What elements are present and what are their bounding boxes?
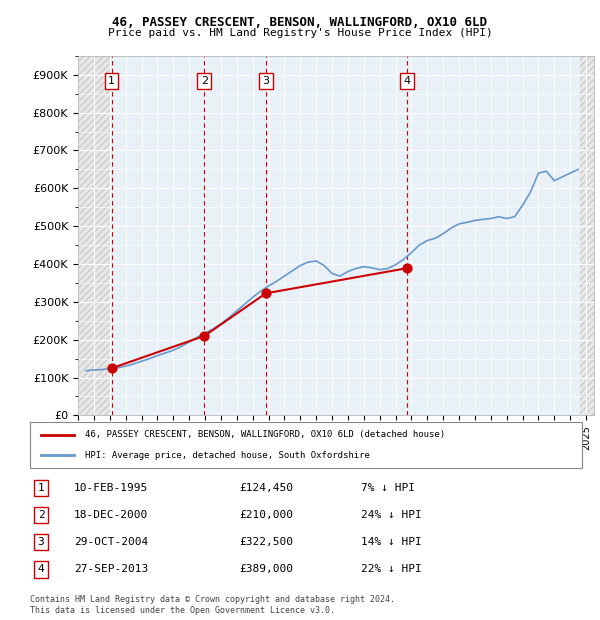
Text: 10-FEB-1995: 10-FEB-1995 — [74, 483, 148, 493]
Text: £322,500: £322,500 — [240, 537, 294, 547]
Bar — [580, 56, 594, 415]
Text: 29-OCT-2004: 29-OCT-2004 — [74, 537, 148, 547]
Text: 27-SEP-2013: 27-SEP-2013 — [74, 564, 148, 574]
Text: 14% ↓ HPI: 14% ↓ HPI — [361, 537, 422, 547]
Point — [200, 331, 209, 341]
Bar — [580, 56, 594, 415]
Text: £389,000: £389,000 — [240, 564, 294, 574]
Text: 22% ↓ HPI: 22% ↓ HPI — [361, 564, 422, 574]
Text: HPI: Average price, detached house, South Oxfordshire: HPI: Average price, detached house, Sout… — [85, 451, 370, 459]
Text: 46, PASSEY CRESCENT, BENSON, WALLINGFORD, OX10 6LD (detached house): 46, PASSEY CRESCENT, BENSON, WALLINGFORD… — [85, 430, 445, 439]
Text: 7% ↓ HPI: 7% ↓ HPI — [361, 483, 415, 493]
Text: £124,450: £124,450 — [240, 483, 294, 493]
Text: 18-DEC-2000: 18-DEC-2000 — [74, 510, 148, 520]
Bar — [78, 56, 110, 415]
Text: Price paid vs. HM Land Registry's House Price Index (HPI): Price paid vs. HM Land Registry's House … — [107, 28, 493, 38]
Text: 24% ↓ HPI: 24% ↓ HPI — [361, 510, 422, 520]
Text: £210,000: £210,000 — [240, 510, 294, 520]
Bar — [78, 56, 110, 415]
Text: 46, PASSEY CRESCENT, BENSON, WALLINGFORD, OX10 6LD: 46, PASSEY CRESCENT, BENSON, WALLINGFORD… — [113, 16, 487, 29]
Text: 2: 2 — [201, 76, 208, 86]
Point — [261, 288, 271, 298]
Point — [403, 264, 412, 273]
Point — [107, 363, 116, 373]
Text: 1: 1 — [38, 483, 44, 493]
Text: 3: 3 — [38, 537, 44, 547]
FancyBboxPatch shape — [30, 422, 582, 468]
Text: 3: 3 — [262, 76, 269, 86]
Text: 4: 4 — [38, 564, 44, 574]
Text: 4: 4 — [404, 76, 411, 86]
Text: Contains HM Land Registry data © Crown copyright and database right 2024.
This d: Contains HM Land Registry data © Crown c… — [30, 595, 395, 614]
Text: 1: 1 — [108, 76, 115, 86]
Text: 2: 2 — [38, 510, 44, 520]
